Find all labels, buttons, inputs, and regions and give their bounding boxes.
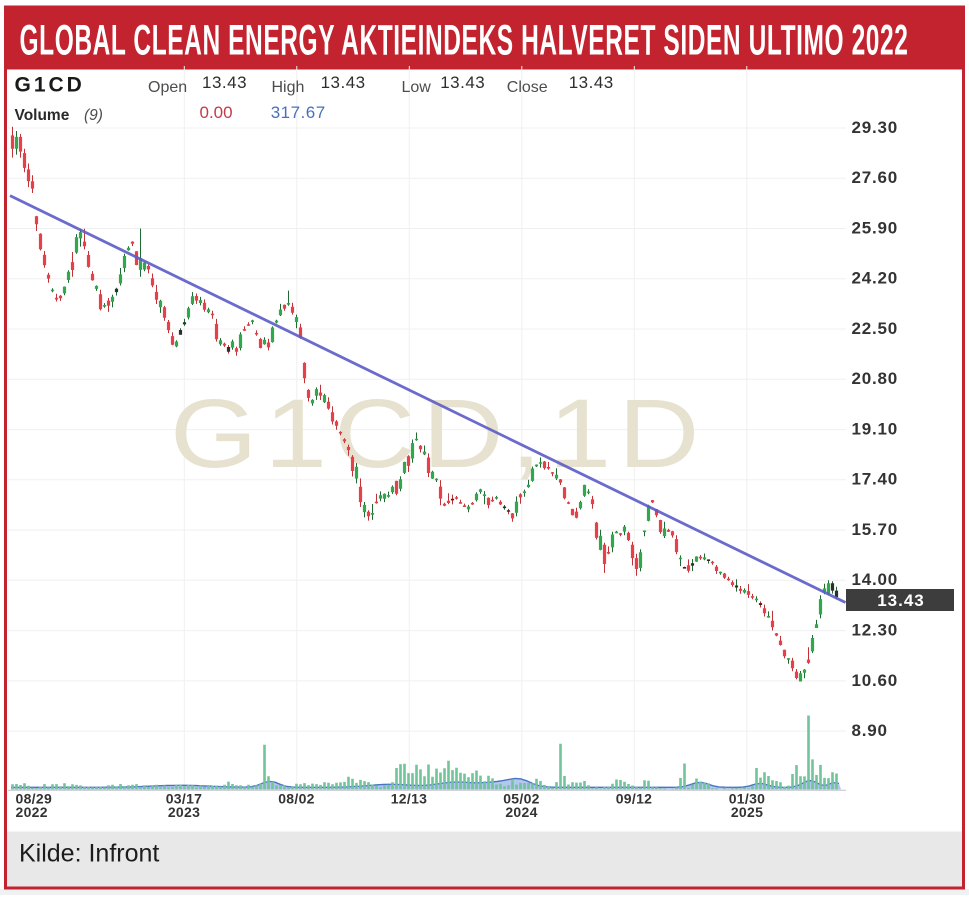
svg-text:10.60: 10.60 — [852, 671, 899, 690]
svg-text:2024: 2024 — [505, 804, 537, 820]
svg-text:(9): (9) — [84, 107, 103, 124]
svg-text:Close: Close — [507, 79, 548, 96]
svg-text:Low: Low — [402, 79, 432, 96]
svg-text:19.10: 19.10 — [852, 420, 899, 439]
svg-text:17.40: 17.40 — [852, 470, 899, 489]
svg-text:20.80: 20.80 — [852, 369, 899, 388]
svg-text:13.43: 13.43 — [202, 73, 247, 92]
svg-text:2022: 2022 — [16, 804, 48, 820]
svg-text:15.70: 15.70 — [852, 520, 899, 539]
svg-text:Kilde: Infront: Kilde: Infront — [19, 840, 159, 868]
svg-text:22.50: 22.50 — [852, 319, 899, 338]
svg-text:12/13: 12/13 — [391, 791, 428, 807]
svg-text:8.90: 8.90 — [852, 721, 888, 740]
svg-text:13.43: 13.43 — [321, 73, 366, 92]
svg-text:27.60: 27.60 — [852, 168, 899, 187]
svg-text:13.43: 13.43 — [877, 591, 925, 610]
svg-text:Volume: Volume — [15, 107, 70, 124]
svg-text:G1CD,1D: G1CD,1D — [170, 380, 706, 488]
svg-text:03/17: 03/17 — [166, 791, 203, 807]
svg-text:GLOBAL CLEAN ENERGY AKTIEINDEK: GLOBAL CLEAN ENERGY AKTIEINDEKS HALVERET… — [20, 18, 909, 65]
svg-text:24.20: 24.20 — [852, 269, 899, 288]
svg-text:2023: 2023 — [168, 804, 200, 820]
svg-text:08/02: 08/02 — [278, 791, 315, 807]
svg-text:13.43: 13.43 — [569, 73, 614, 92]
svg-text:Open: Open — [148, 79, 187, 96]
svg-text:13.43: 13.43 — [440, 73, 485, 92]
svg-text:09/12: 09/12 — [616, 791, 653, 807]
svg-text:14.00: 14.00 — [852, 570, 899, 589]
svg-text:12.30: 12.30 — [852, 621, 899, 640]
svg-text:2025: 2025 — [731, 804, 763, 820]
svg-text:0.00: 0.00 — [200, 103, 233, 122]
svg-text:G1CD: G1CD — [15, 74, 85, 97]
svg-text:05/02: 05/02 — [503, 791, 540, 807]
svg-text:25.90: 25.90 — [852, 218, 899, 237]
svg-text:High: High — [272, 79, 305, 96]
svg-text:317.67: 317.67 — [271, 103, 326, 122]
svg-text:01/30: 01/30 — [729, 791, 766, 807]
svg-text:08/29: 08/29 — [16, 791, 53, 807]
svg-text:29.30: 29.30 — [852, 118, 899, 137]
